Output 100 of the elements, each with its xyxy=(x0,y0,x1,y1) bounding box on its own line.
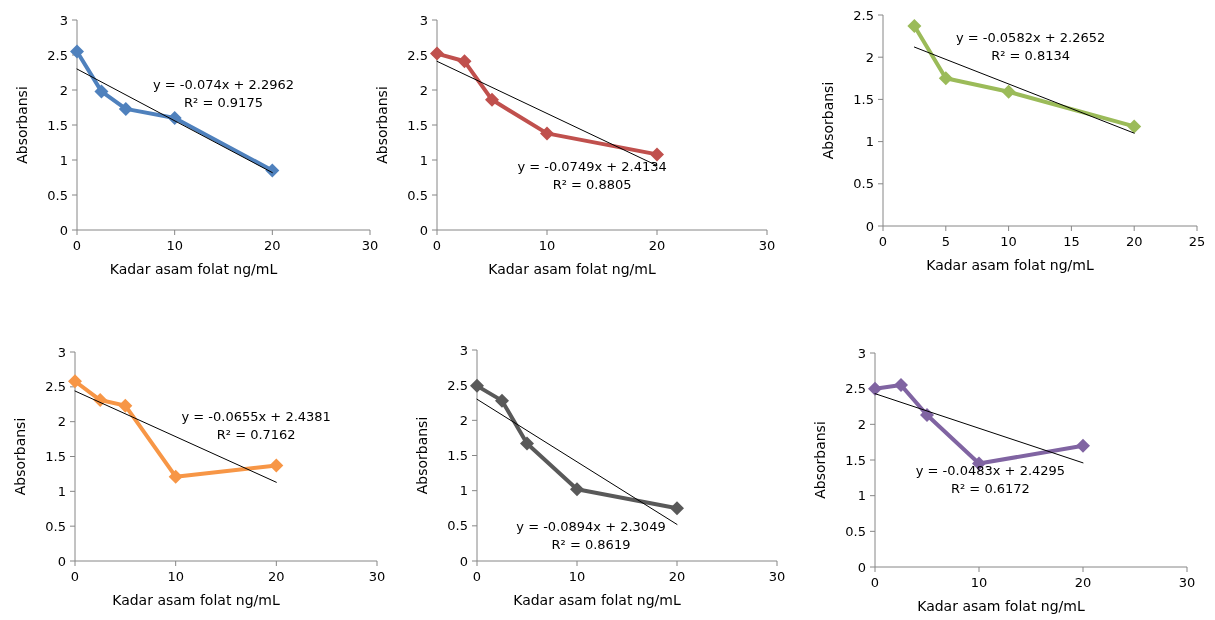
y-tick-label: 1.5 xyxy=(853,91,874,107)
point xyxy=(540,126,554,141)
x-tick-label: 30 xyxy=(758,238,776,253)
y-tick-label: 1.5 xyxy=(845,452,866,468)
annotation: R² = 0.8619 xyxy=(551,537,631,553)
point xyxy=(938,71,953,86)
point xyxy=(70,44,84,59)
annotation: R² = 0.9175 xyxy=(184,95,263,111)
x-tick-label: 20 xyxy=(1074,575,1092,590)
y-tick-label: 0.5 xyxy=(853,176,874,192)
y-tick-label: 0 xyxy=(419,222,428,238)
y-tick-label: 2.5 xyxy=(853,7,874,23)
x-axis-title: Kadar asam folat ng/mL xyxy=(112,592,280,608)
x-axis-title: Kadar asam folat ng/mL xyxy=(926,257,1094,273)
y-axis-title: Absorbansi xyxy=(14,86,30,164)
annotation: y = -0.0894x + 2.3049 xyxy=(516,519,666,535)
y-tick-label: 2.5 xyxy=(447,377,468,393)
x-tick-label: 0 xyxy=(878,234,888,249)
x-axis-title: Kadar asam folat ng/mL xyxy=(109,261,278,277)
point xyxy=(485,92,499,107)
x-tick-label: 25 xyxy=(1188,234,1206,249)
y-axis-title: Absorbansi xyxy=(812,421,828,499)
y-tick-label: 2.5 xyxy=(47,47,68,63)
x-tick-label: 10 xyxy=(167,569,184,584)
y-axis-title: Absorbansi xyxy=(12,417,28,496)
y-tick-label: 0.5 xyxy=(45,518,66,534)
annotation: y = -0.074x + 2.2962 xyxy=(152,77,295,93)
point xyxy=(670,501,684,516)
y-tick-label: 0.5 xyxy=(845,523,866,539)
x-tick-label: 20 xyxy=(264,238,281,253)
x-tick-label: 0 xyxy=(432,238,442,253)
point xyxy=(570,482,584,497)
point xyxy=(920,408,934,423)
point xyxy=(650,147,664,162)
y-tick-label: 0.5 xyxy=(447,518,468,534)
x-tick-label: 30 xyxy=(1178,575,1196,590)
annotation: y = -0.0483x + 2.4295 xyxy=(915,462,1066,478)
annotation: y = -0.0582x + 2.2652 xyxy=(955,30,1106,46)
y-tick-label: 0 xyxy=(865,218,874,234)
annotation: R² = 0.7162 xyxy=(216,426,296,442)
y-tick-label: 2.5 xyxy=(407,47,428,63)
y-tick-label: 0 xyxy=(57,553,66,569)
x-tick-label: 5 xyxy=(941,234,950,249)
point xyxy=(118,398,133,413)
y-tick-label: 2 xyxy=(865,49,874,65)
y-axis-title: Absorbansi xyxy=(414,416,430,495)
annotation: R² = 0.8805 xyxy=(552,177,632,193)
x-tick-label: 30 xyxy=(768,569,786,584)
point xyxy=(168,469,183,484)
y-tick-label: 0 xyxy=(459,553,468,569)
y-tick-label: 1 xyxy=(419,152,428,168)
point xyxy=(94,84,109,99)
y-tick-label: 1 xyxy=(865,134,874,150)
y-tick-label: 2.5 xyxy=(45,379,66,395)
x-axis-title: Kadar asam folat ng/mL xyxy=(513,592,681,608)
point xyxy=(118,101,133,116)
x-tick-label: 20 xyxy=(648,238,666,253)
y-tick-label: 3 xyxy=(419,12,428,28)
point xyxy=(520,436,534,451)
point xyxy=(269,458,284,473)
x-tick-label: 10 xyxy=(970,575,988,590)
point xyxy=(1127,119,1142,134)
x-tick-label: 10 xyxy=(538,238,556,253)
y-tick-label: 2 xyxy=(419,82,428,98)
y-tick-label: 3 xyxy=(459,342,468,358)
x-tick-label: 0 xyxy=(70,569,80,584)
y-tick-label: 3 xyxy=(57,344,66,360)
x-tick-label: 0 xyxy=(72,238,82,253)
y-tick-label: 2 xyxy=(59,82,68,98)
point xyxy=(470,378,484,393)
y-tick-label: 1 xyxy=(459,483,468,499)
point xyxy=(457,54,472,69)
point xyxy=(907,18,922,33)
y-tick-label: 1.5 xyxy=(45,449,66,465)
x-tick-label: 10 xyxy=(568,569,586,584)
annotation: y = -0.0749x + 2.4134 xyxy=(517,159,667,175)
point xyxy=(868,381,882,396)
y-tick-label: 2 xyxy=(459,412,468,428)
point xyxy=(495,393,509,408)
x-tick-label: 15 xyxy=(1063,234,1080,249)
point xyxy=(1001,84,1016,99)
x-tick-label: 20 xyxy=(268,569,285,584)
annotation: R² = 0.8134 xyxy=(991,48,1071,64)
x-axis-title: Kadar asam folat ng/mL xyxy=(488,261,656,277)
y-tick-label: 2 xyxy=(57,414,66,430)
y-tick-label: 3 xyxy=(59,12,68,28)
point xyxy=(430,46,444,61)
x-tick-label: 30 xyxy=(361,238,379,253)
annotation: y = -0.0655x + 2.4381 xyxy=(181,408,331,424)
y-tick-label: 1 xyxy=(59,152,68,168)
y-tick-label: 1 xyxy=(857,488,866,504)
y-tick-label: 2 xyxy=(857,416,866,432)
y-tick-label: 2.5 xyxy=(845,381,866,397)
x-tick-label: 10 xyxy=(1000,234,1017,249)
annotation: R² = 0.6172 xyxy=(950,480,1030,496)
y-tick-label: 1.5 xyxy=(447,448,468,464)
y-tick-label: 1.5 xyxy=(47,117,68,133)
x-tick-label: 10 xyxy=(166,238,183,253)
y-axis-title: Absorbansi xyxy=(820,81,836,160)
y-tick-label: 1.5 xyxy=(407,117,428,133)
